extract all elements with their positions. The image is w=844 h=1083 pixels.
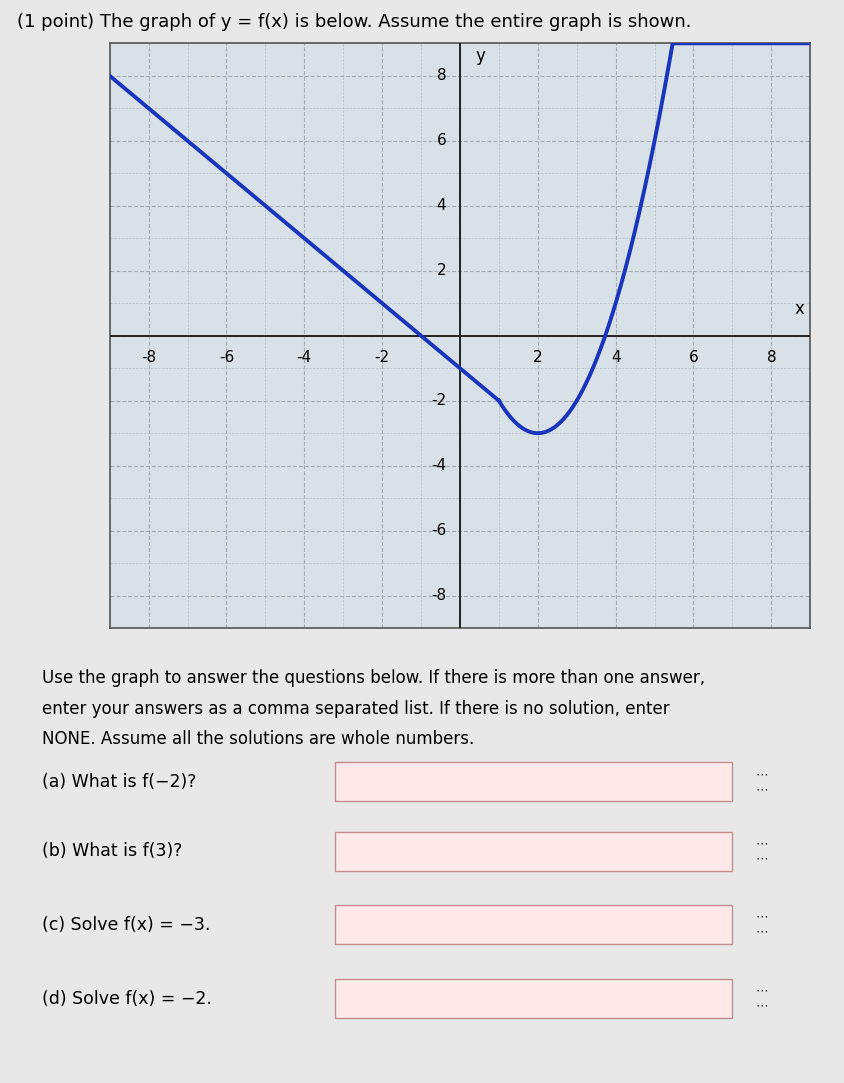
Text: -6: -6 [219, 351, 234, 365]
Text: ⋯
⋯: ⋯ ⋯ [755, 984, 768, 1013]
Text: 2: 2 [533, 351, 543, 365]
Text: 6: 6 [436, 133, 446, 148]
Text: (b) What is f(3)?: (b) What is f(3)? [41, 843, 182, 860]
FancyBboxPatch shape [335, 905, 732, 944]
Text: 4: 4 [436, 198, 446, 213]
Text: -8: -8 [431, 588, 446, 603]
Text: 8: 8 [766, 351, 776, 365]
Text: 2: 2 [436, 263, 446, 278]
Text: enter your answers as a comma separated list. If there is no solution, enter: enter your answers as a comma separated … [41, 700, 669, 718]
Text: Use the graph to answer the questions below. If there is more than one answer,: Use the graph to answer the questions be… [41, 669, 705, 688]
Text: NONE. Assume all the solutions are whole numbers.: NONE. Assume all the solutions are whole… [41, 730, 474, 748]
Text: 8: 8 [436, 68, 446, 83]
Text: 4: 4 [611, 351, 620, 365]
Text: ⋯
⋯: ⋯ ⋯ [755, 911, 768, 939]
Text: -8: -8 [141, 351, 156, 365]
Text: 6: 6 [689, 351, 698, 365]
Text: y: y [475, 47, 485, 65]
Text: ⋯
⋯: ⋯ ⋯ [755, 768, 768, 796]
Text: -4: -4 [297, 351, 312, 365]
Text: (a) What is f(−2)?: (a) What is f(−2)? [41, 773, 196, 791]
Text: ⋯
⋯: ⋯ ⋯ [755, 837, 768, 865]
Text: -2: -2 [375, 351, 390, 365]
Text: -2: -2 [431, 393, 446, 408]
FancyBboxPatch shape [335, 979, 732, 1018]
Text: (1 point) The graph of y = f(x) is below. Assume the entire graph is shown.: (1 point) The graph of y = f(x) is below… [17, 13, 691, 30]
FancyBboxPatch shape [335, 762, 732, 801]
FancyBboxPatch shape [335, 832, 732, 871]
Text: (d) Solve f(x) = −2.: (d) Solve f(x) = −2. [41, 990, 212, 1007]
Text: -6: -6 [431, 523, 446, 538]
Text: x: x [794, 300, 804, 318]
Text: -4: -4 [431, 458, 446, 473]
Text: (c) Solve f(x) = −3.: (c) Solve f(x) = −3. [41, 916, 210, 934]
